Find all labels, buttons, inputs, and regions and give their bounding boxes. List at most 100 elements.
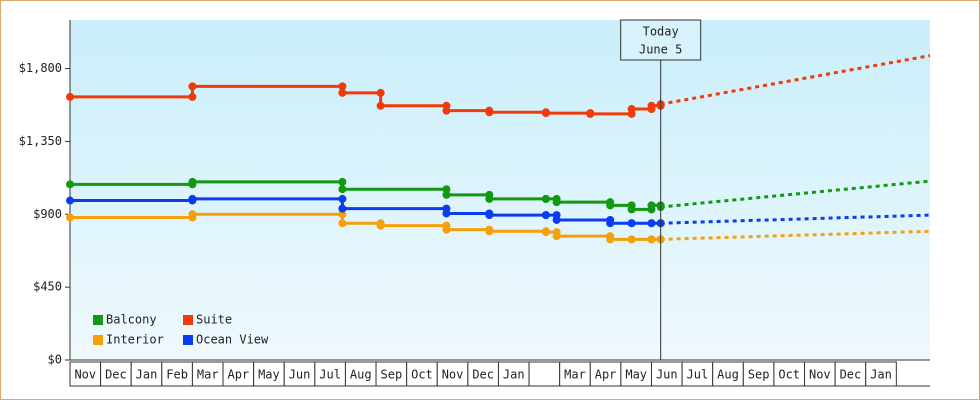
legend-swatch — [183, 335, 193, 345]
month-box — [865, 361, 897, 387]
month-box — [834, 361, 867, 387]
month-box — [283, 361, 316, 387]
month-box — [773, 361, 806, 387]
legend-label: Ocean View — [196, 333, 269, 347]
forecast-line — [660, 229, 931, 241]
marker — [66, 180, 74, 189]
marker — [442, 106, 451, 115]
month-box — [712, 361, 744, 387]
marker — [338, 194, 347, 203]
marker — [541, 109, 550, 118]
x-tick-label: Jul — [687, 368, 709, 382]
marker — [541, 194, 550, 203]
today-label: June 5 — [639, 43, 682, 57]
today-label: Today — [643, 25, 679, 39]
x-tick-label: Oct — [411, 368, 433, 382]
x-tick-label: Mar — [564, 368, 586, 382]
y-tick-label: $450 — [33, 280, 62, 294]
x-tick-label: Apr — [595, 368, 617, 382]
marker — [66, 196, 74, 205]
x-tick-label: Jan — [503, 368, 525, 382]
forecast-line — [660, 179, 931, 209]
y-tick-label: $1,800 — [19, 61, 62, 75]
marker — [647, 219, 656, 228]
marker — [442, 190, 451, 199]
y-tick-label: $0 — [48, 353, 62, 367]
month-box — [191, 361, 224, 387]
x-tick-label: Apr — [227, 368, 249, 382]
marker — [485, 227, 494, 236]
marker — [606, 219, 615, 228]
x-tick-label: Nov — [74, 368, 96, 382]
y-tick-label: $900 — [33, 207, 62, 221]
marker — [485, 108, 494, 117]
legend-label: Balcony — [106, 313, 157, 327]
month-box — [528, 361, 561, 387]
month-box — [130, 361, 163, 387]
x-tick-label: Mar — [197, 368, 219, 382]
month-box — [559, 361, 591, 387]
marker — [552, 198, 561, 207]
month-box — [69, 361, 102, 387]
x-tick-label: Jan — [136, 368, 158, 382]
marker — [552, 215, 561, 224]
month-box — [681, 361, 714, 387]
marker — [376, 88, 385, 97]
forecast-line — [660, 213, 931, 225]
marker — [188, 92, 197, 101]
month-box — [497, 361, 530, 387]
month-box — [804, 361, 836, 387]
marker — [376, 101, 385, 110]
marker — [376, 221, 385, 230]
legend-swatch — [93, 335, 103, 345]
marker — [338, 82, 347, 91]
marker — [66, 92, 74, 101]
marker — [338, 88, 347, 97]
month-box — [742, 361, 775, 387]
marker — [338, 177, 347, 186]
marker — [647, 235, 656, 244]
x-tick-label: Jun — [289, 368, 311, 382]
forecast-line — [660, 54, 931, 106]
month-box — [406, 361, 438, 387]
marker — [338, 204, 347, 213]
y-tick-label: $1,350 — [19, 134, 62, 148]
plot-area — [70, 20, 930, 360]
x-tick-label: Nov — [809, 368, 831, 382]
legend-label: Interior — [106, 333, 164, 347]
legend-swatch — [93, 315, 103, 325]
x-tick-label: Feb — [166, 368, 188, 382]
month-box — [161, 361, 193, 387]
marker — [647, 201, 656, 210]
month-box — [344, 361, 377, 387]
marker — [188, 210, 197, 219]
month-box — [436, 361, 469, 387]
marker — [66, 213, 74, 222]
marker — [338, 219, 347, 228]
legend-label: Suite — [196, 313, 232, 327]
x-tick-label: May — [625, 368, 647, 382]
marker — [442, 185, 451, 194]
legend-swatch — [183, 315, 193, 325]
x-tick-label: Jun — [656, 368, 678, 382]
marker — [552, 232, 561, 241]
marker — [541, 228, 550, 237]
marker — [627, 205, 636, 214]
marker — [541, 211, 550, 220]
marker — [606, 235, 615, 244]
x-tick-label: Jul — [319, 368, 341, 382]
marker — [647, 101, 656, 110]
month-box — [620, 361, 652, 387]
marker — [627, 105, 636, 114]
month-box — [100, 361, 132, 387]
marker — [485, 211, 494, 220]
marker — [188, 82, 197, 91]
x-tick-label: Dec — [105, 368, 127, 382]
marker — [338, 210, 347, 219]
month-box — [650, 361, 683, 387]
x-tick-label: Aug — [717, 368, 739, 382]
marker — [188, 194, 197, 203]
marker — [338, 185, 347, 194]
marker — [627, 219, 636, 228]
